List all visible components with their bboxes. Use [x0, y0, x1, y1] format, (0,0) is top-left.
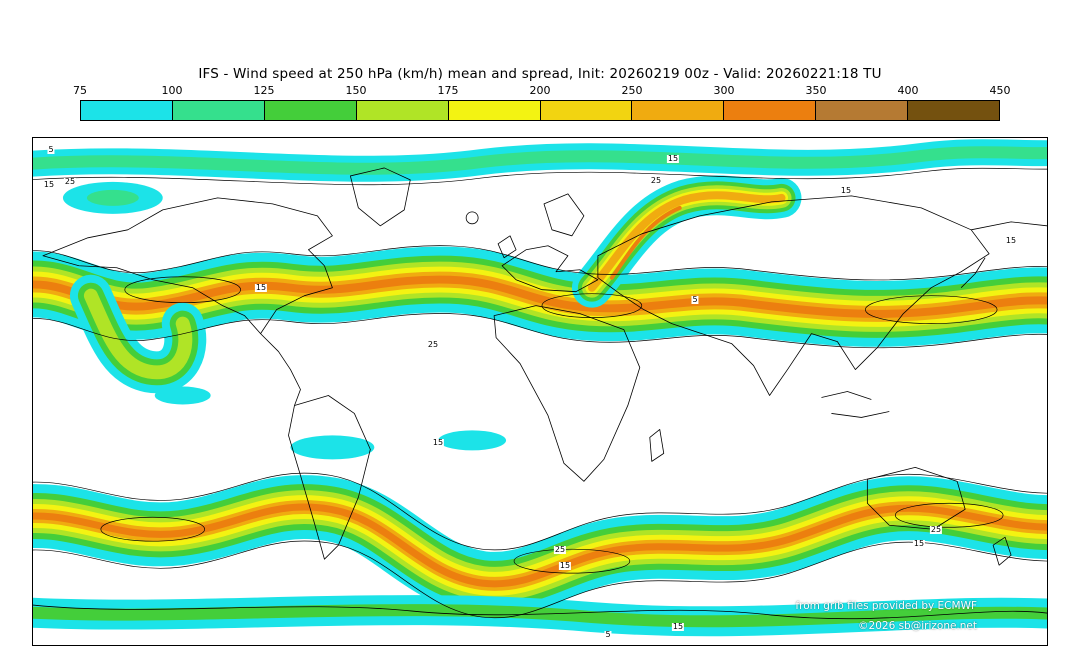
jet-stream-bands [33, 139, 1047, 637]
colorbar-tick: 150 [345, 84, 367, 97]
contour-label: 15 [558, 561, 572, 570]
contour-label: 25 [426, 340, 440, 349]
colorbar-tick-labels: 75 100 125 150 175 200 250 300 350 400 4… [73, 84, 1011, 98]
contour-label: 15 [254, 283, 268, 292]
colorbar-segment [356, 101, 449, 120]
colorbar-tick: 175 [437, 84, 459, 97]
colorbar-tick: 100 [161, 84, 183, 97]
coastlines [33, 167, 1047, 620]
colorbar-segment [816, 101, 909, 120]
colorbar-segment [448, 101, 541, 120]
colorbar-tick: 450 [989, 84, 1011, 97]
colorbar-tick: 300 [713, 84, 735, 97]
colorbar-tick: 75 [73, 84, 87, 97]
contour-label: 15 [666, 154, 680, 163]
attribution-copyright: ©2026 sb@irizone.net [858, 620, 977, 633]
contour-label: 25 [63, 177, 77, 186]
colorbar-tick: 125 [253, 84, 275, 97]
contour-label: 15 [1004, 236, 1018, 245]
contour-label: 25 [649, 176, 663, 185]
contour-label: 15 [839, 186, 853, 195]
contour-label: 5 [691, 295, 699, 304]
contour-label: 15 [671, 622, 685, 631]
map: from grib files provided by ECMWF ©2026 … [32, 137, 1048, 646]
colorbar-segment [908, 101, 1000, 120]
contour-label: 5 [47, 145, 55, 154]
chart-title: IFS - Wind speed at 250 hPa (km/h) mean … [198, 66, 882, 82]
colorbar-tick: 350 [805, 84, 827, 97]
spread-contours [33, 167, 1047, 619]
contour-label: 15 [912, 539, 926, 548]
contour-label: 15 [431, 438, 445, 447]
colorbar-tick: 250 [621, 84, 643, 97]
attribution-source: from grib files provided by ECMWF [795, 600, 977, 613]
contour-label: 25 [929, 525, 943, 534]
colorbar-tick: 400 [897, 84, 919, 97]
contour-label: 25 [553, 545, 567, 554]
contour-label: 15 [42, 180, 56, 189]
colorbar-segment [81, 101, 173, 120]
colorbar-segment [724, 101, 817, 120]
colorbar-segment [264, 101, 357, 120]
colorbar-bar [80, 100, 1000, 121]
attribution: from grib files provided by ECMWF ©2026 … [795, 597, 977, 637]
contour-label: 5 [604, 630, 612, 639]
colorbar-segment [632, 101, 725, 120]
colorbar-segment [540, 101, 633, 120]
colorbar-tick: 200 [529, 84, 551, 97]
colorbar-legend: 75 100 125 150 175 200 250 300 350 400 4… [73, 84, 1011, 121]
colorbar-segment [172, 101, 265, 120]
world-wind-map-svg [33, 139, 1047, 637]
